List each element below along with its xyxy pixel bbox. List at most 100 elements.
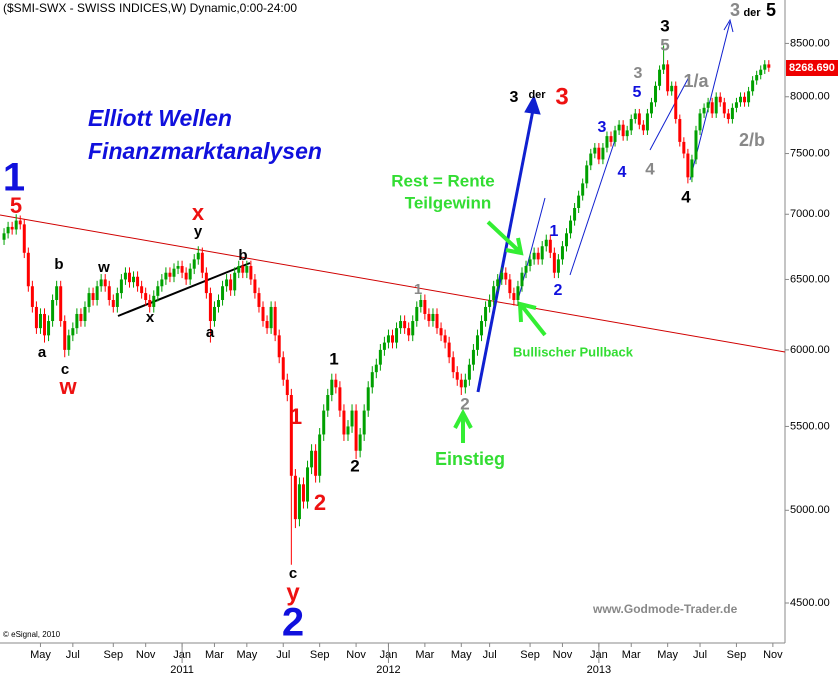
y-tick-label: 5500.00 (790, 420, 830, 432)
candle-body (633, 113, 637, 120)
candle-body (629, 119, 633, 131)
y-tick-label: 8000.00 (790, 91, 830, 103)
trendline (0, 214, 786, 353)
candle-body (585, 165, 589, 184)
candle-body (560, 246, 564, 260)
x-tick-label: Jul (693, 649, 707, 661)
candle-body (123, 272, 127, 280)
candle-body (30, 286, 34, 307)
wave-label: 3 (634, 65, 643, 82)
candle-body (148, 299, 152, 307)
arrow (569, 139, 616, 276)
wave-label: b (54, 256, 63, 273)
candle-body (204, 272, 208, 294)
wave-label: 1 (550, 223, 559, 240)
candle-body (475, 335, 479, 350)
year-label: 2012 (376, 664, 400, 676)
candle-body (237, 266, 241, 273)
candle-body (107, 286, 111, 300)
candle-body (277, 335, 281, 358)
trendline (117, 262, 251, 317)
candle-body (241, 266, 245, 273)
green-arrow (453, 408, 473, 443)
x-tick-label: Nov (763, 649, 783, 661)
wave-label: 3 (598, 119, 607, 136)
candle-body (564, 233, 568, 247)
candle-body (245, 266, 249, 273)
wave-label: w (97, 259, 110, 276)
candle-body (552, 252, 556, 273)
candle-body (370, 372, 374, 388)
candle-body (714, 96, 718, 114)
candle-body (395, 328, 399, 343)
y-tick-label: 8500.00 (790, 37, 830, 49)
x-tick-label: Sep (104, 649, 124, 661)
heading: Elliott Wellen (88, 105, 232, 131)
candle-body (346, 426, 350, 435)
candle-body (59, 286, 63, 322)
candle-body (144, 293, 148, 300)
candle-body (431, 313, 435, 322)
candle-body (79, 313, 83, 322)
green-arrow (517, 301, 547, 337)
candle-body (459, 379, 463, 388)
wave-label: x (146, 309, 155, 326)
candle-body (91, 293, 95, 300)
candle-body (443, 335, 447, 343)
candle-body (374, 364, 378, 373)
x-tick-label: May (451, 649, 472, 661)
candle-body (419, 299, 423, 307)
wave-label: 1 (3, 156, 25, 200)
candle-body (694, 130, 698, 160)
candle-body (662, 64, 666, 70)
wave-label: 3 (510, 89, 519, 106)
candle-body (192, 259, 196, 269)
copyright: © eSignal, 2010 (3, 630, 61, 639)
candle-body (654, 85, 658, 103)
candle-body (273, 306, 277, 336)
wave-label: Teilgewinn (405, 193, 492, 212)
candle-body (670, 85, 674, 92)
wave-label: 1 (290, 404, 302, 429)
candle-body (738, 96, 742, 103)
candle-body (686, 153, 690, 178)
candle-body (759, 69, 763, 76)
arrow (476, 109, 535, 393)
x-tick-label: Sep (310, 649, 330, 661)
candle-body (471, 349, 475, 365)
candle-body (338, 387, 342, 411)
candle-body (747, 91, 751, 103)
x-tick-label: Nov (136, 649, 156, 661)
candle-body (176, 266, 180, 269)
candle-body (613, 130, 617, 142)
candle-body (658, 69, 662, 86)
candle-body (180, 266, 184, 273)
candle-body (293, 475, 297, 520)
candle-body (38, 313, 42, 329)
candle-body (755, 75, 759, 81)
candle-body (350, 410, 354, 427)
x-tick-label: Jul (483, 649, 497, 661)
candle-body (354, 410, 358, 451)
candle-body (601, 147, 605, 160)
candle-body (467, 364, 471, 380)
wave-label: a (206, 324, 215, 341)
candle-body (763, 64, 767, 70)
candle-body (200, 252, 204, 273)
wave-label: 5 (766, 0, 776, 20)
candle-body (184, 272, 188, 280)
candle-body (257, 293, 261, 307)
candle-body (403, 321, 407, 329)
wave-label: x (192, 200, 205, 225)
candle-body (726, 113, 730, 120)
candle-body (722, 102, 726, 114)
candle-body (318, 434, 322, 476)
candle-body (609, 136, 613, 142)
candle-body (2, 233, 6, 240)
candle-body (103, 279, 107, 287)
candle-body (581, 183, 585, 196)
candle-body (577, 195, 581, 208)
candle-body (168, 272, 172, 277)
candle-body (289, 395, 293, 476)
